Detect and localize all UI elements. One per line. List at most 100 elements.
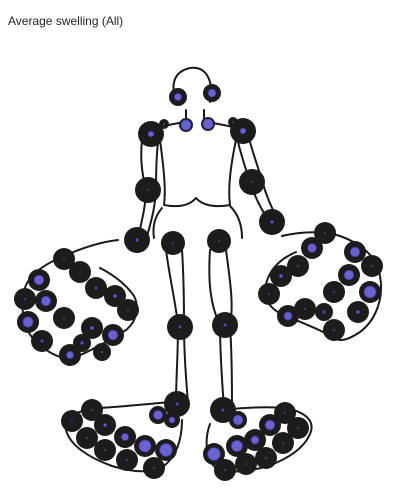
- swelling-indicator: [207, 447, 221, 461]
- joint-hand-r-13[interactable]: [31, 330, 53, 352]
- joint-hand-l-9[interactable]: [359, 281, 381, 303]
- swelling-indicator: [268, 293, 270, 295]
- joint-hand-l-6[interactable]: [338, 264, 360, 286]
- joint-ankle-right[interactable]: [164, 391, 190, 417]
- joint-foot-l-10[interactable]: [235, 453, 257, 475]
- swelling-indicator: [284, 412, 286, 414]
- swelling-indicator: [172, 242, 174, 244]
- joint-hand-r-11[interactable]: [81, 317, 103, 339]
- joint-hand-l-1[interactable]: [314, 222, 336, 244]
- swelling-indicator: [126, 459, 128, 461]
- swelling-indicator: [71, 420, 73, 422]
- swelling-indicator: [231, 440, 243, 452]
- joint-hand-l-2[interactable]: [301, 237, 323, 259]
- joint-foot-l-1[interactable]: [274, 402, 296, 424]
- joint-wrist-left[interactable]: [259, 209, 285, 235]
- joint-foot-l-3[interactable]: [287, 417, 309, 439]
- swelling-indicator: [153, 467, 155, 469]
- joint-foot-r-10[interactable]: [143, 457, 165, 479]
- joint-hand-r-7[interactable]: [17, 311, 39, 333]
- joint-hand-r-16[interactable]: [73, 334, 91, 352]
- joint-hand-l-3[interactable]: [344, 241, 366, 263]
- swelling-indicator: [304, 308, 306, 310]
- swelling-indicator: [138, 439, 152, 453]
- joint-jaw-left[interactable]: [203, 84, 221, 102]
- joint-knee-left[interactable]: [212, 312, 238, 338]
- joint-hand-l-5[interactable]: [270, 265, 292, 287]
- joint-hand-l-11[interactable]: [294, 298, 316, 320]
- joint-foot-r-4[interactable]: [76, 427, 98, 449]
- joint-hand-r-6[interactable]: [85, 277, 107, 299]
- joint-foot-l-5[interactable]: [272, 432, 294, 454]
- swelling-indicator: [297, 265, 299, 267]
- joint-hand-l-8[interactable]: [258, 283, 280, 305]
- swelling-indicator: [279, 274, 283, 278]
- joint-foot-l-11[interactable]: [214, 459, 236, 481]
- swelling-indicator: [94, 286, 98, 290]
- joint-ankle-left[interactable]: [210, 397, 236, 423]
- swelling-indicator: [107, 329, 119, 341]
- joint-hand-r-2[interactable]: [28, 269, 50, 291]
- swelling-indicator: [153, 410, 163, 420]
- joint-sternoclavicular-left[interactable]: [201, 117, 215, 131]
- swelling-indicator: [90, 326, 94, 330]
- joint-foot-l-2[interactable]: [259, 414, 281, 436]
- joint-foot-l-4[interactable]: [244, 429, 266, 451]
- joint-wrist-right[interactable]: [124, 227, 150, 253]
- joint-foot-l-8[interactable]: [255, 447, 277, 469]
- swelling-indicator: [101, 351, 103, 353]
- joint-hand-r-14[interactable]: [59, 344, 81, 366]
- joint-hand-r-12[interactable]: [102, 324, 124, 346]
- joint-hand-r-5[interactable]: [14, 288, 36, 310]
- joint-foot-r-8[interactable]: [116, 449, 138, 471]
- joint-hip-left[interactable]: [207, 229, 231, 253]
- joint-foot-r-2[interactable]: [61, 410, 83, 432]
- joint-foot-r-7[interactable]: [134, 435, 156, 457]
- swelling-indicator: [270, 220, 274, 224]
- joint-foot-l-9[interactable]: [203, 443, 225, 465]
- joint-jaw-right[interactable]: [169, 88, 187, 106]
- swelling-indicator: [363, 285, 377, 299]
- joint-hand-r-8[interactable]: [53, 307, 75, 329]
- joint-hand-r-1[interactable]: [53, 248, 75, 270]
- swelling-indicator: [135, 238, 139, 242]
- joint-hand-r-4[interactable]: [35, 290, 57, 312]
- joint-hand-r-15[interactable]: [93, 343, 111, 361]
- joint-foot-r-12[interactable]: [164, 412, 180, 428]
- swelling-indicator: [178, 325, 182, 329]
- joint-hip-right[interactable]: [161, 231, 185, 255]
- joint-foot-r-3[interactable]: [94, 414, 116, 436]
- joint-sternoclavicular-right[interactable]: [179, 118, 193, 132]
- joints-layer: [14, 84, 383, 481]
- joint-foot-l-6[interactable]: [226, 435, 248, 457]
- joint-hand-l-4[interactable]: [287, 255, 309, 277]
- joint-shoulder-right[interactable]: [138, 121, 164, 147]
- swelling-indicator: [80, 341, 84, 345]
- joint-foot-r-1[interactable]: [81, 399, 103, 421]
- diagram-title: Average swelling (All): [8, 14, 124, 28]
- joint-hand-l-13[interactable]: [347, 301, 369, 323]
- joint-hand-r-9[interactable]: [104, 285, 126, 307]
- joint-elbow-left[interactable]: [239, 169, 265, 195]
- joint-knee-right[interactable]: [167, 314, 193, 340]
- swelling-indicator: [221, 408, 225, 412]
- swelling-indicator: [322, 310, 326, 314]
- joint-foot-r-11[interactable]: [149, 406, 167, 424]
- joint-foot-r-5[interactable]: [114, 426, 136, 448]
- joint-elbow-right[interactable]: [135, 177, 161, 203]
- swelling-indicator: [264, 419, 276, 431]
- joint-hand-l-10[interactable]: [323, 281, 345, 303]
- joint-hand-r-3[interactable]: [69, 261, 91, 283]
- joint-hand-l-7[interactable]: [361, 255, 383, 277]
- joint-foot-l-7[interactable]: [229, 411, 247, 429]
- swelling-indicator: [63, 317, 65, 319]
- joint-hand-l-14[interactable]: [323, 319, 345, 341]
- joint-foot-r-6[interactable]: [94, 439, 116, 461]
- joint-shoulder-left[interactable]: [230, 118, 256, 144]
- swelling-indicator: [250, 435, 260, 445]
- joint-hand-l-15[interactable]: [315, 303, 333, 321]
- joint-hand-l-12[interactable]: [277, 305, 299, 327]
- joint-hand-r-10[interactable]: [117, 299, 139, 321]
- swelling-indicator: [202, 118, 214, 130]
- joint-foot-r-9[interactable]: [155, 439, 177, 461]
